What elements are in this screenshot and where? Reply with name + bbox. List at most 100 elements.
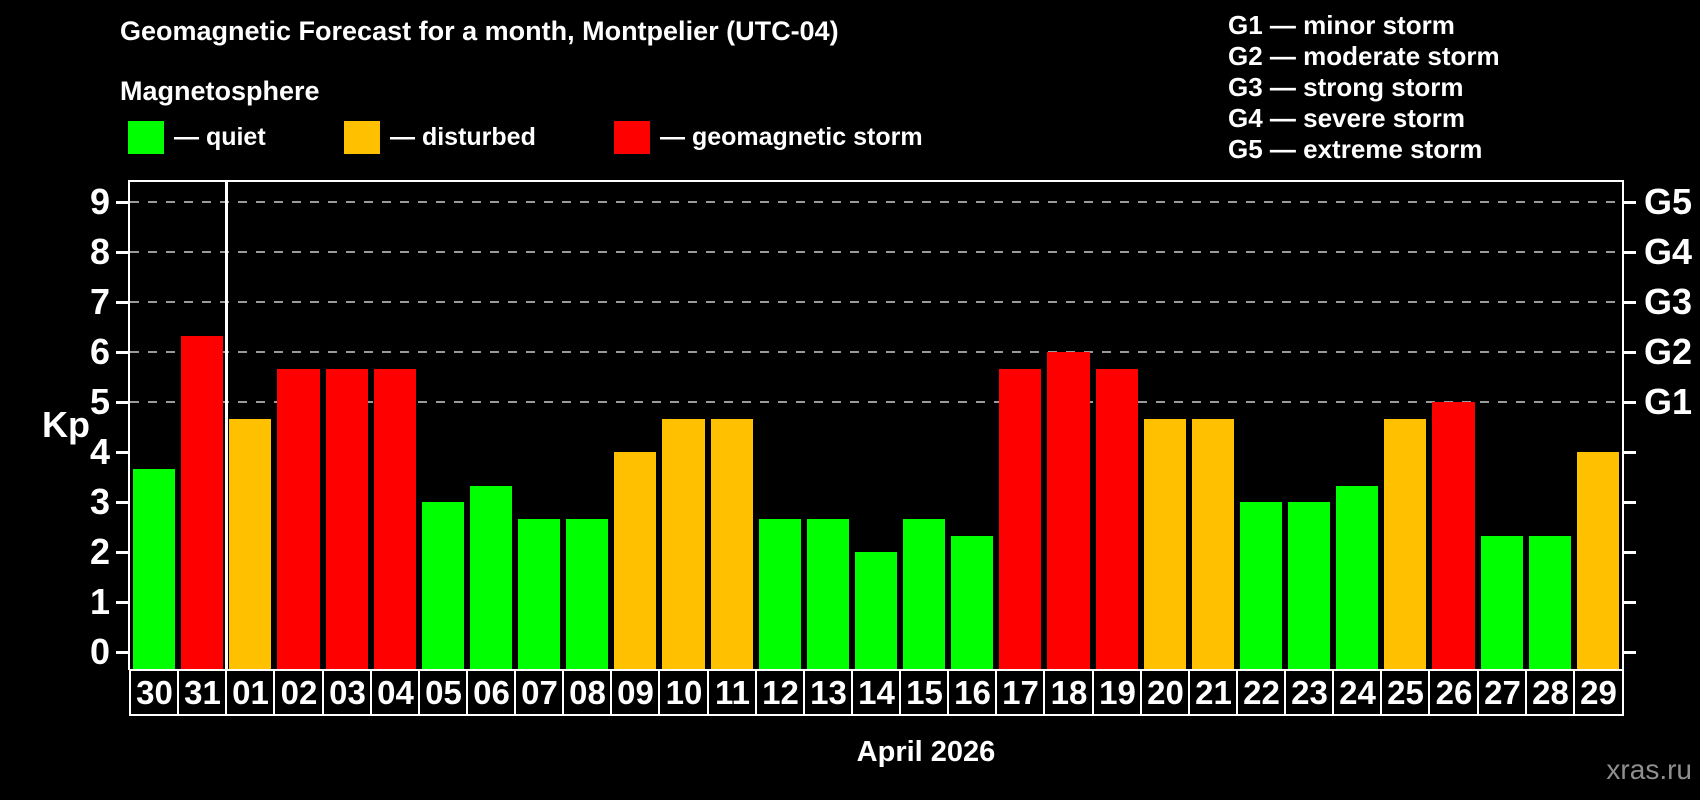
kp-bar xyxy=(326,369,368,669)
date-cell: 18 xyxy=(1043,669,1095,716)
right-axis-tick xyxy=(1624,351,1636,354)
right-axis-tick-label: G1 xyxy=(1644,381,1693,422)
right-axis-tick xyxy=(1624,401,1636,404)
right-axis-tick xyxy=(1624,501,1636,504)
date-cell: 07 xyxy=(514,669,565,716)
kp-bar xyxy=(1432,402,1475,669)
right-axis-tick-label: G2 xyxy=(1644,331,1693,372)
left-axis-tick-label: 7 xyxy=(89,281,110,322)
date-cell: 30 xyxy=(129,669,180,716)
date-cell: 25 xyxy=(1380,669,1431,716)
left-axis-tick xyxy=(116,551,128,554)
kp-bar xyxy=(1336,486,1378,669)
legend-item-quiet: — quiet xyxy=(128,120,266,154)
date-cell: 14 xyxy=(851,669,902,716)
right-axis-tick xyxy=(1624,251,1636,254)
kp-bar xyxy=(1529,536,1571,669)
kp-bar xyxy=(1192,419,1234,669)
kp-bar xyxy=(566,519,608,669)
right-axis-tick-label: G4 xyxy=(1644,231,1693,272)
disturbed-swatch xyxy=(344,120,380,154)
left-axis-tick-label: 2 xyxy=(89,531,110,572)
date-cell: 09 xyxy=(610,669,661,716)
left-axis-tick-label: 9 xyxy=(89,181,110,222)
kp-bar xyxy=(903,519,945,669)
plot-border-left xyxy=(128,180,130,670)
kp-bar xyxy=(662,419,705,669)
left-axis-tick xyxy=(116,251,128,254)
date-cell: 29 xyxy=(1573,669,1624,716)
date-cell: 04 xyxy=(370,669,421,716)
left-axis-tick-label: 3 xyxy=(89,481,110,522)
left-axis-tick-label: 5 xyxy=(89,381,110,422)
left-axis-tick xyxy=(116,601,128,604)
date-cell: 20 xyxy=(1140,669,1191,716)
month-separator xyxy=(225,180,229,670)
date-cell: 12 xyxy=(755,669,806,716)
left-axis-tick-label: 6 xyxy=(89,331,110,372)
gridline xyxy=(130,351,1622,353)
kp-bar xyxy=(711,419,753,669)
date-cell: 15 xyxy=(899,669,950,716)
kp-bar xyxy=(1240,502,1282,669)
date-cell: 24 xyxy=(1332,669,1383,716)
date-cell: 13 xyxy=(803,669,854,716)
kp-bar xyxy=(855,552,897,669)
date-cell: 27 xyxy=(1477,669,1528,716)
legend-label: — geomagnetic storm xyxy=(660,123,923,151)
date-cell: 22 xyxy=(1236,669,1287,716)
left-axis-tick-label: 0 xyxy=(89,631,110,672)
kp-bar xyxy=(181,336,223,669)
g5-legend-line: G5 — extreme storm xyxy=(1228,134,1483,164)
left-axis-tick xyxy=(116,201,128,204)
kp-bar xyxy=(1481,536,1523,669)
quiet-swatch xyxy=(128,120,164,154)
right-axis-tick-label: G3 xyxy=(1644,281,1693,322)
legend-item-disturbed: — disturbed xyxy=(344,120,536,154)
kp-bar xyxy=(1047,352,1090,669)
kp-bar xyxy=(999,369,1041,669)
storm-swatch xyxy=(614,120,650,154)
date-cell: 21 xyxy=(1188,669,1239,716)
kp-bar xyxy=(518,519,560,669)
left-axis-tick-label: 4 xyxy=(89,431,110,472)
legend-item-storm: — geomagnetic storm xyxy=(614,120,923,154)
date-cell: 16 xyxy=(947,669,998,716)
kp-bar xyxy=(759,519,801,669)
kp-bar xyxy=(374,369,416,669)
storm-scale-legend: G1 — minor storm G2 — moderate storm G3 … xyxy=(1228,10,1500,165)
right-axis-tick xyxy=(1624,651,1636,654)
kp-bar xyxy=(1096,369,1138,669)
left-axis-tick xyxy=(116,351,128,354)
date-cell: 31 xyxy=(177,669,228,716)
date-cell: 02 xyxy=(273,669,325,716)
kp-bar xyxy=(807,519,849,669)
g2-legend-line: G2 — moderate storm xyxy=(1228,41,1500,71)
left-axis-tick xyxy=(116,501,128,504)
kp-bar xyxy=(1144,419,1186,669)
kp-bar xyxy=(277,369,320,669)
gridline xyxy=(130,401,1622,403)
plot-border-top xyxy=(128,180,1624,182)
left-axis-tick-label: 8 xyxy=(89,231,110,272)
right-axis-tick xyxy=(1624,551,1636,554)
right-axis-tick-label: G5 xyxy=(1644,181,1693,222)
right-axis-tick xyxy=(1624,301,1636,304)
gridline xyxy=(130,201,1622,203)
date-cell: 10 xyxy=(658,669,710,716)
legend-label: — disturbed xyxy=(390,123,536,151)
date-cell: 19 xyxy=(1092,669,1143,716)
g1-legend-line: G1 — minor storm xyxy=(1228,10,1455,40)
kp-bar xyxy=(422,502,464,669)
kp-bar xyxy=(951,536,993,669)
y-axis-title: Kp xyxy=(42,404,90,445)
gridline xyxy=(130,251,1622,253)
date-cell: 11 xyxy=(707,669,758,716)
kp-bar xyxy=(1288,502,1330,669)
page-title: Geomagnetic Forecast for a month, Montpe… xyxy=(120,16,839,46)
right-axis-tick xyxy=(1624,451,1636,454)
date-cell: 23 xyxy=(1284,669,1335,716)
date-cell: 17 xyxy=(995,669,1046,716)
kp-bar xyxy=(470,486,512,669)
